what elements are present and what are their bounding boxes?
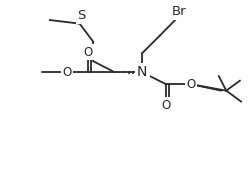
- Text: O: O: [186, 78, 196, 91]
- Text: O: O: [162, 99, 171, 112]
- Text: O: O: [62, 66, 72, 79]
- Text: Br: Br: [172, 5, 186, 18]
- Text: O: O: [84, 46, 93, 59]
- Text: S: S: [77, 9, 86, 22]
- Text: N: N: [137, 65, 147, 79]
